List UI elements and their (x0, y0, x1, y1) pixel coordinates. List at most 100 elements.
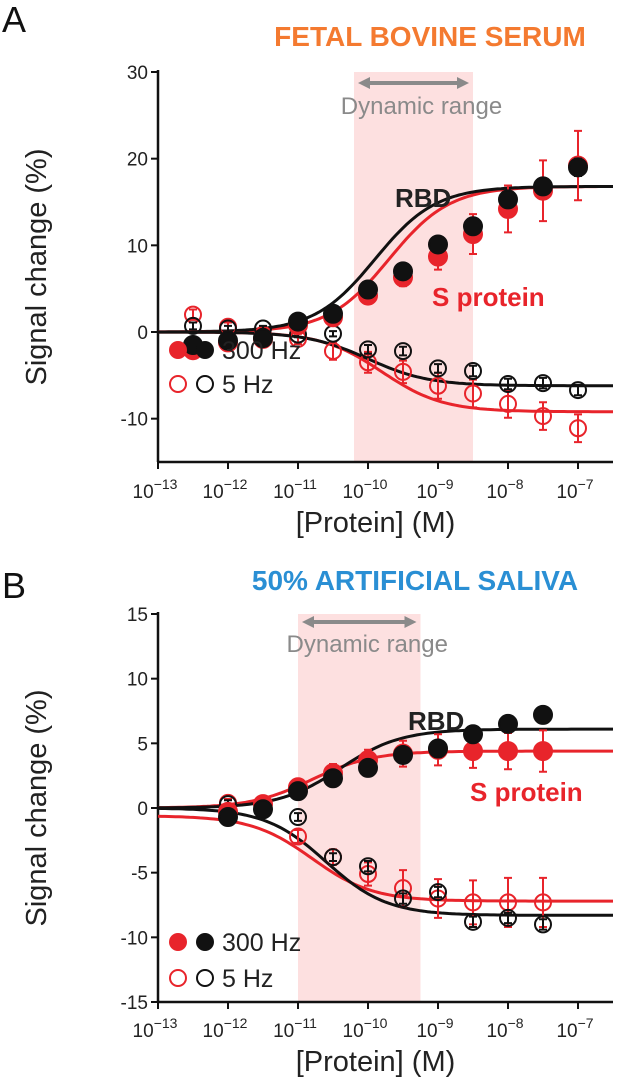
legend-marker-red-open (169, 969, 187, 987)
data-point (498, 713, 518, 734)
data-point (533, 176, 553, 197)
data-point (393, 744, 413, 765)
data-point (359, 340, 377, 359)
data-point (499, 394, 517, 413)
legend-label-300hz: 300 Hz (222, 929, 301, 957)
x-tick-label: 10−11 (273, 476, 317, 503)
x-tick-label: 10−11 (273, 1015, 317, 1042)
y-tick-label: 30 (127, 63, 148, 84)
data-point (499, 908, 517, 927)
data-point (253, 328, 273, 349)
dynamic-range-label: Dynamic range (287, 631, 448, 658)
dynamic-range-band (354, 72, 473, 462)
data-point (534, 407, 552, 426)
rbd-label: RBD (408, 706, 464, 736)
x-tick-label: 10−12 (203, 1015, 248, 1042)
x-tick-label: 10−13 (133, 1015, 178, 1042)
x-tick-label: 10−9 (416, 1015, 453, 1042)
legend-label-5hz: 5 Hz (222, 371, 273, 399)
y-tick-label: -5 (131, 864, 148, 885)
legend-marker-red-filled (169, 341, 187, 359)
data-point (569, 419, 587, 438)
x-tick-label: 10−12 (203, 476, 248, 503)
error-bar (189, 321, 197, 331)
error-bar (224, 324, 232, 333)
panel-title: FETAL BOVINE SERUM (274, 21, 586, 52)
data-point (429, 883, 447, 902)
error-bar (539, 401, 547, 431)
data-point (288, 781, 308, 802)
data-point (253, 799, 273, 820)
y-axis-label: Signal change (%) (21, 149, 53, 386)
x-tick-exponent: −10 (364, 476, 388, 492)
data-point (464, 384, 482, 403)
x-tick-exponent: −10 (364, 1015, 388, 1031)
data-point (358, 757, 378, 778)
x-tick-exponent: −11 (294, 476, 317, 492)
x-tick-base: 10 (133, 1021, 154, 1042)
legend-label-5hz: 5 Hz (222, 965, 273, 993)
x-tick-label: 10−10 (343, 476, 388, 503)
x-tick-base: 10 (486, 1021, 507, 1042)
data-point (568, 157, 588, 178)
panel-b: Dynamic range B 50% ARTIFICIAL SALIVA 15 10 5… (2, 565, 613, 1078)
data-point (394, 889, 412, 908)
data-point (288, 311, 308, 332)
x-tick-exponent: −8 (508, 1015, 524, 1031)
x-tick-base: 10 (133, 482, 154, 503)
y-tick-label: -10 (121, 410, 148, 431)
error-bar (364, 860, 372, 873)
panel-title: 50% ARTIFICIAL SALIVA (252, 565, 578, 596)
data-point (569, 381, 587, 400)
x-tick-label: 10−7 (556, 476, 593, 503)
data-point (289, 808, 307, 827)
error-bar (539, 918, 547, 931)
y-tick-label: 15 (127, 605, 148, 626)
data-point (464, 893, 482, 912)
y-tick-label: 5 (137, 734, 148, 755)
arrowhead-icon (302, 616, 417, 628)
data-point (534, 374, 552, 393)
error-bar (434, 878, 442, 919)
error-bar (469, 915, 477, 928)
x-tick-exponent: −9 (438, 476, 454, 492)
error-bar (294, 828, 302, 844)
data-point (218, 330, 238, 351)
x-tick-exponent: −13 (154, 1015, 178, 1031)
error-bar (329, 852, 337, 863)
data-point (498, 189, 518, 210)
data-point (534, 893, 552, 912)
x-tick-base: 10 (416, 482, 437, 503)
error-bar (399, 345, 407, 357)
legend-marker-red-open (169, 375, 187, 393)
x-tick-label: 10−10 (343, 1015, 388, 1042)
x-tick-base: 10 (556, 482, 577, 503)
x-tick-base: 10 (203, 482, 224, 503)
data-point (324, 342, 342, 361)
x-tick-label: 10−8 (486, 476, 523, 503)
x-tick-base: 10 (343, 482, 364, 503)
data-point (533, 704, 553, 725)
data-point (359, 857, 377, 876)
data-point (184, 316, 202, 335)
x-tick-label: 10−7 (556, 1015, 593, 1042)
data-point (323, 303, 343, 324)
x-tick-exponent: −8 (508, 476, 524, 492)
legend-marker-black-open (196, 969, 214, 987)
panel-letter: B (2, 565, 26, 606)
y-tick-label: 0 (137, 323, 148, 344)
data-point (463, 724, 483, 745)
y-tick-label: 10 (127, 236, 148, 257)
y-tick-label: -15 (121, 993, 148, 1014)
data-point (324, 848, 342, 867)
x-tick-exponent: −7 (578, 476, 594, 492)
arrowhead-icon (358, 77, 469, 89)
error-bar (504, 911, 512, 925)
y-tick-label: 0 (137, 799, 148, 820)
error-bar (329, 330, 337, 338)
x-axis-label: [Protein] (M) (296, 1046, 456, 1078)
error-bar (434, 885, 442, 899)
y-axis-label: Signal change (%) (21, 690, 53, 927)
data-point (394, 342, 412, 361)
